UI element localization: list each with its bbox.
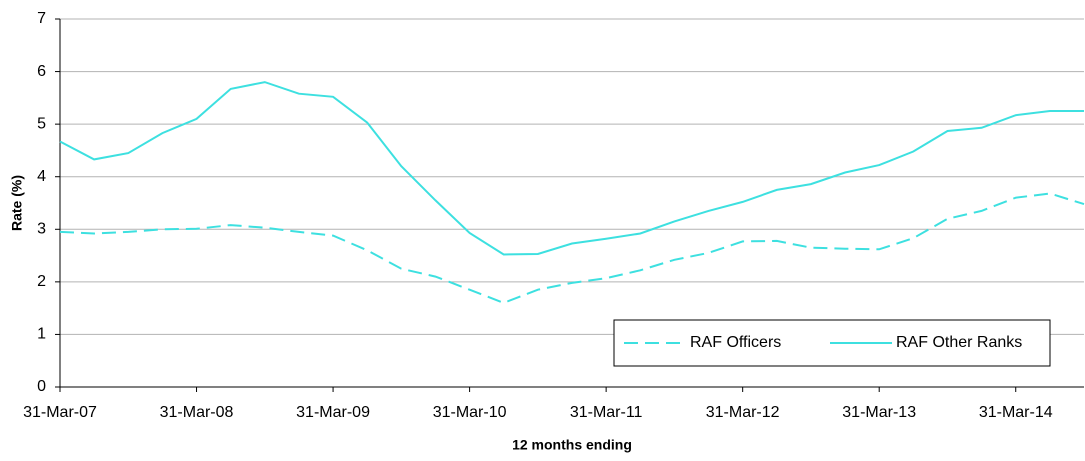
legend-label: RAF Other Ranks [896, 334, 1022, 351]
x-axis-label: 12 months ending [512, 437, 632, 453]
x-tick-label: 31-Mar-07 [23, 404, 97, 421]
x-tick-label: 31-Mar-10 [433, 404, 507, 421]
x-tick-label: 31-Mar-11 [570, 404, 643, 421]
legend-label: RAF Officers [690, 334, 781, 351]
y-axis-label: Rate (%) [9, 175, 25, 231]
y-tick-label: 7 [37, 10, 46, 27]
series-line [59, 192, 1085, 304]
x-tick-label: 31-Mar-13 [842, 404, 916, 421]
y-tick-label: 3 [37, 221, 46, 238]
y-tick-label: 1 [37, 326, 46, 343]
y-tick-label: 6 [37, 63, 46, 80]
x-tick-label: 31-Mar-09 [296, 404, 370, 421]
y-tick-label: 2 [37, 273, 46, 290]
y-tick-label: 5 [37, 115, 46, 132]
x-tick-label: 31-Mar-14 [979, 404, 1053, 421]
x-tick-label: 31-Mar-12 [706, 404, 780, 421]
y-tick-label: 4 [37, 168, 46, 185]
y-tick-label: 0 [37, 378, 46, 395]
x-tick-label: 31-Mar-08 [160, 404, 234, 421]
series-line [59, 81, 1084, 256]
